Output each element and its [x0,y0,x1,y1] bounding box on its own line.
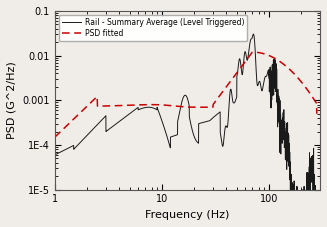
PSD fitted [315,112,319,115]
PSD fitted [220,91,224,94]
Rail - Summary Average (Level Triggered) [289,202,293,205]
Y-axis label: PSD (G^2/Hz): PSD (G^2/Hz) [7,62,17,139]
PSD fitted [212,102,216,105]
Rail - Summary Average (Level Triggered) [53,153,57,156]
Legend: Rail - Summary Average (Level Triggered), PSD fitted: Rail - Summary Average (Level Triggered)… [59,15,247,41]
Rail - Summary Average (Level Triggered) [251,33,255,35]
Line: Rail - Summary Average (Level Triggered): Rail - Summary Average (Level Triggered) [55,34,317,203]
Rail - Summary Average (Level Triggered) [243,50,247,53]
Rail - Summary Average (Level Triggered) [307,175,311,178]
PSD fitted [250,51,254,53]
Rail - Summary Average (Level Triggered) [163,128,167,131]
X-axis label: Frequency (Hz): Frequency (Hz) [145,210,230,220]
PSD fitted [205,106,209,109]
PSD fitted [279,61,283,64]
Rail - Summary Average (Level Triggered) [294,202,298,205]
PSD fitted [252,51,256,54]
Rail - Summary Average (Level Triggered) [165,135,169,138]
Rail - Summary Average (Level Triggered) [177,112,181,114]
PSD fitted [69,120,73,123]
Rail - Summary Average (Level Triggered) [315,202,319,204]
PSD fitted [53,136,57,138]
Line: PSD fitted: PSD fitted [55,52,317,137]
